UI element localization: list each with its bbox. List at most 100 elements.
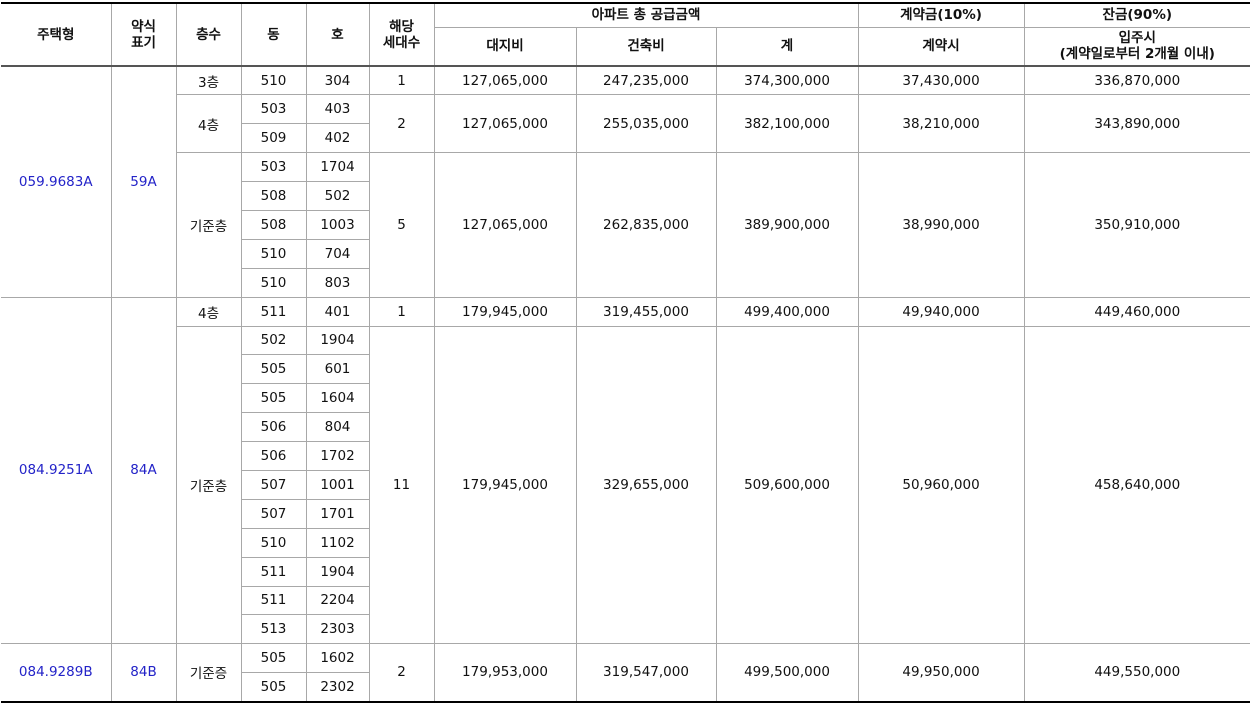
- total: 499,400,000: [715, 296, 859, 327]
- dong: 511: [241, 556, 307, 587]
- header-cell: 계: [715, 26, 859, 67]
- total: 374,300,000: [715, 65, 859, 96]
- floor: 기준층: [176, 152, 242, 298]
- dong: 511: [240, 296, 307, 327]
- ho: 804: [305, 412, 369, 443]
- ho: 502: [305, 181, 369, 211]
- dong: 505: [241, 383, 307, 414]
- ho: 1904: [305, 325, 370, 356]
- dong: 506: [241, 441, 307, 471]
- dong: 508: [241, 209, 307, 240]
- table-row: 510 1102: [1, 527, 1250, 558]
- header-cell: 계약금(10%): [857, 2, 1025, 28]
- ho: 1102: [305, 527, 369, 558]
- deposit: 38,210,000: [857, 94, 1025, 154]
- ho: 1701: [305, 498, 369, 529]
- balance: 350,910,000: [1023, 152, 1251, 298]
- balance: 449,550,000: [1023, 643, 1251, 703]
- dong: 513: [241, 614, 307, 645]
- table-body: 059.9683A 59A 3층 510 304 1 127,065,000 247,235,…: [1, 65, 1251, 703]
- floor: 기준증: [175, 643, 242, 703]
- dong: 507: [241, 498, 307, 529]
- deposit: 37,430,000: [857, 65, 1025, 96]
- table-row: 510 803: [1, 267, 1250, 298]
- floor: 3층: [175, 65, 242, 96]
- building: 319,455,000: [575, 296, 717, 327]
- table-row: 513 2303: [1, 614, 1250, 645]
- dong: 502: [240, 325, 307, 356]
- ho: 1704: [305, 152, 370, 183]
- land: 127,065,000: [433, 94, 577, 154]
- short-type: 84A: [110, 296, 177, 645]
- deposit: 49,940,000: [857, 296, 1025, 327]
- short-type: 84B: [110, 643, 177, 703]
- ho: 1702: [305, 441, 369, 471]
- dong: 507: [241, 469, 307, 500]
- dong: 509: [241, 123, 307, 154]
- ho: 803: [305, 267, 369, 298]
- ho: 704: [305, 238, 369, 269]
- table-row: 506 1702: [1, 441, 1250, 471]
- count: 2: [368, 94, 435, 154]
- house-type: 084.9289B: [1, 643, 112, 703]
- floor: 기준층: [176, 325, 242, 645]
- ho: 304: [305, 65, 370, 96]
- ho: 2204: [305, 585, 369, 616]
- table-row: 4층 503 403 2 127,065,000 255,035,000 382,100,0…: [1, 94, 1251, 154]
- floor: 4층: [176, 94, 242, 154]
- table-header: 주택형 약식 표기 층수 동 호 해당 세대수 아파트 총 공급금액 계약금(1…: [1, 2, 1251, 67]
- building: 255,035,000: [575, 94, 717, 154]
- header-cell: 대지비: [434, 26, 577, 67]
- count: 11: [368, 325, 435, 645]
- header-cell: 아파트 총 공급금액: [433, 2, 859, 28]
- header-cell: 건축비: [575, 26, 717, 67]
- ho: 1001: [305, 469, 369, 500]
- header-cell: 동: [240, 2, 307, 67]
- count: 1: [368, 65, 435, 96]
- deposit: 38,990,000: [857, 152, 1025, 298]
- count: 2: [368, 643, 435, 703]
- table-row: 511 1904: [1, 556, 1250, 587]
- table-row: 511 2204: [1, 585, 1250, 616]
- ho: 402: [305, 123, 369, 154]
- header-cell: 입주시 (계약일로부터 2개월 이내): [1023, 26, 1251, 67]
- land: 179,945,000: [433, 325, 577, 645]
- land: 127,065,000: [433, 65, 577, 96]
- count: 5: [368, 152, 435, 298]
- header-cell: 계약시: [857, 26, 1025, 67]
- header-cell: 해당 세대수: [368, 2, 435, 67]
- table-row: 508 1003: [1, 209, 1250, 240]
- land: 179,953,000: [433, 643, 577, 703]
- building: 329,655,000: [575, 325, 717, 645]
- dong: 510: [241, 527, 307, 558]
- dong: 510: [240, 65, 307, 96]
- ho: 601: [305, 354, 369, 385]
- dong: 511: [241, 585, 307, 616]
- dong: 505: [240, 643, 307, 674]
- balance: 336,870,000: [1023, 65, 1251, 96]
- dong: 508: [241, 181, 307, 211]
- land: 127,065,000: [433, 152, 577, 298]
- building: 319,547,000: [575, 643, 717, 703]
- dong: 503: [240, 152, 307, 183]
- count: 1: [368, 296, 435, 327]
- ho: 1904: [305, 556, 369, 587]
- table-row: 507 1001: [1, 469, 1250, 500]
- header-cell: 호: [305, 2, 370, 67]
- ho: 1003: [305, 209, 369, 240]
- deposit: 49,950,000: [857, 643, 1025, 703]
- short-type: 59A: [110, 65, 177, 298]
- header-cell: 약식 표기: [110, 2, 177, 67]
- dong: 510: [241, 267, 307, 298]
- ho: 403: [305, 94, 370, 125]
- table-row: 508 502: [1, 181, 1250, 211]
- house-type: 084.9251A: [1, 296, 112, 645]
- table-row: 기준층 502 1904 11 179,945,000 329,655,000 509,60…: [1, 325, 1251, 645]
- dong: 505: [241, 354, 307, 385]
- dong: 510: [241, 238, 307, 269]
- supply-price-table: 주택형 약식 표기 층수 동 호 해당 세대수 아파트 총 공급금액 계약금(1…: [1, 2, 1251, 703]
- header-cell: 잔금(90%): [1023, 2, 1251, 28]
- building: 247,235,000: [575, 65, 717, 96]
- balance: 343,890,000: [1023, 94, 1251, 154]
- table-row: 084.9251A 84A 4층 511 401 1 179,945,000 319,455,…: [1, 296, 1251, 645]
